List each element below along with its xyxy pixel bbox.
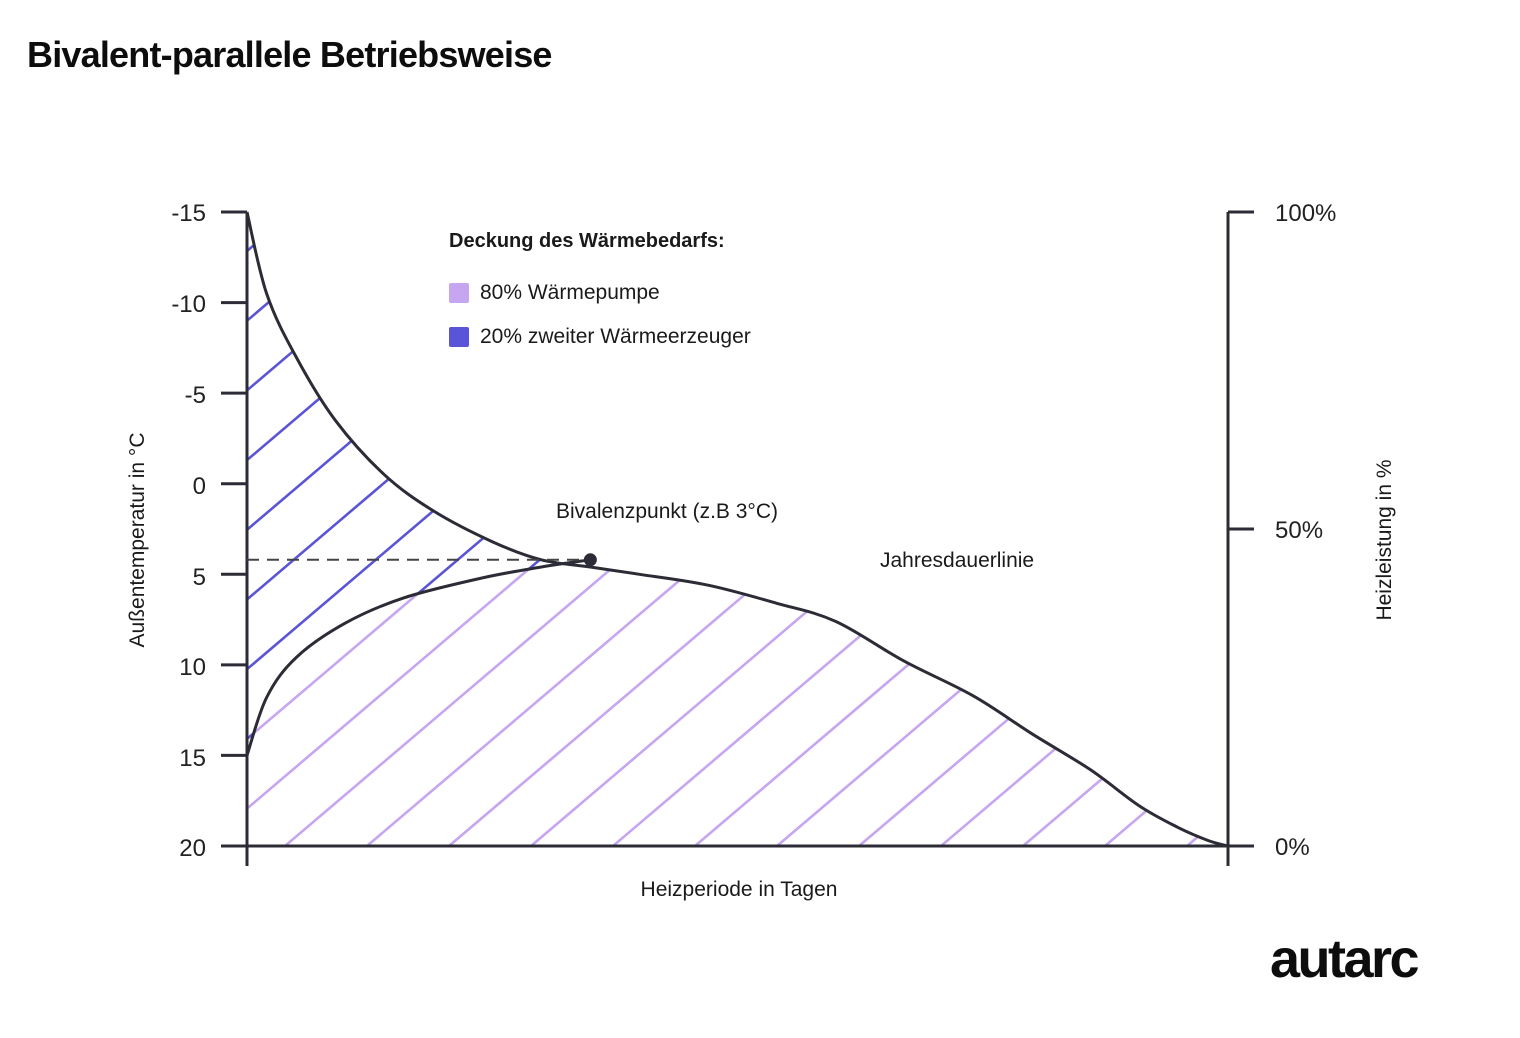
- y-left-tick-label: 5: [192, 564, 206, 591]
- y-right-axis-label: Heizleistung in %: [1373, 459, 1396, 621]
- legend-title: Deckung des Wärmebedarfs:: [449, 230, 725, 252]
- second-generator-hatch-line: [247, 233, 432, 756]
- heat-pump-hatch-line: [694, 559, 1228, 846]
- y-left-tick-label: 20: [179, 835, 206, 862]
- curves: [245, 211, 1229, 848]
- heat-pump-hatch-line: [1022, 559, 1228, 846]
- heat-pump-hatch-line: [247, 559, 514, 846]
- y-left-tick-label: 10: [179, 654, 206, 681]
- second-generator-hatch-line: [247, 233, 591, 756]
- heat-pump-hatch-line: [366, 559, 1088, 846]
- y-right-tick-label: 50%: [1275, 517, 1324, 544]
- heat-pump-hatch-line: [284, 559, 1006, 846]
- second-generator-hatch-line: [859, 234, 1520, 846]
- second-generator-hatch-line: [941, 234, 1520, 846]
- second-generator-hatch-line: [1187, 234, 1520, 846]
- autarc-logo: autarc: [1270, 929, 1420, 989]
- y-left-axis-label: Außentemperatur in °C: [126, 432, 149, 648]
- second-generator-hatch-line: [247, 233, 591, 756]
- y-left-tick-label: 15: [179, 745, 206, 772]
- series-line-jahresdauerlinie: [245, 211, 1229, 848]
- bivalent-point-marker: [583, 553, 597, 567]
- heat-pump-hatch-line: [247, 559, 924, 846]
- legend-item-heat-pump: 80% Wärmepumpe: [449, 281, 660, 305]
- page-title: Bivalent-parallele Betriebsweise: [27, 34, 552, 75]
- heat-pump-hatch-line: [530, 559, 1228, 846]
- y-left-tick-label: -15: [171, 200, 206, 227]
- legend-swatch-second-generator: [449, 327, 469, 347]
- heat-pump-hatch-line: [247, 559, 432, 846]
- y-right-tick-label: 100%: [1275, 200, 1337, 227]
- legend-item-second-generator: 20% zweiter Wärmeerzeuger: [449, 325, 751, 349]
- second-generator-hatch-line: [1023, 234, 1520, 846]
- heat-pump-hatch-line: [776, 559, 1228, 846]
- annual-duration-curve-label: Jahresdauerlinie: [880, 549, 1035, 572]
- y-left-tick-label: 0: [192, 473, 206, 500]
- heat-pump-hatch-line: [612, 559, 1228, 846]
- y-left-tick-label: -10: [171, 291, 206, 318]
- axes: [221, 210, 1254, 866]
- heat-pump-hatch-line: [1186, 559, 1228, 846]
- heat-pump-hatch-line: [940, 559, 1228, 846]
- series-line-heat-pump-boundary: [245, 558, 591, 756]
- legend-label-heat-pump: 80% Wärmepumpe: [480, 281, 660, 304]
- y-right-tick-label: 0%: [1275, 834, 1310, 861]
- y-left-tick-label: -5: [184, 382, 206, 409]
- bivalent-point-label: Bivalenzpunkt (z.B 3°C): [556, 500, 778, 523]
- x-axis-label: Heizperiode in Tagen: [640, 878, 838, 901]
- second-generator-hatch-line: [247, 233, 514, 756]
- heat-pump-hatch-line: [448, 559, 1170, 846]
- legend-swatch-heat-pump: [449, 283, 469, 303]
- heat-pump-hatch-line: [858, 559, 1228, 846]
- legend-label-second-generator: 20% zweiter Wärmeerzeuger: [480, 325, 751, 348]
